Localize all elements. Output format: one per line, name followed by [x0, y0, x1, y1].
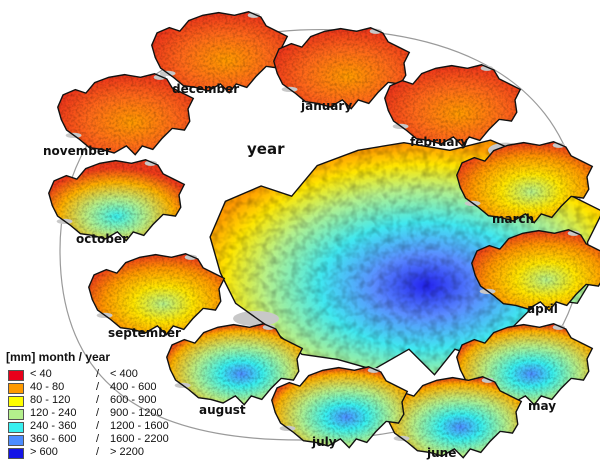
- year-label: year: [247, 140, 285, 158]
- lake-constance: [552, 324, 565, 330]
- legend-separator: /: [96, 446, 100, 458]
- label-april: april: [527, 302, 558, 316]
- legend-month-range: 360 - 600: [30, 433, 77, 445]
- legend-separator: /: [96, 381, 100, 393]
- legend-year-range: 900 - 1200: [110, 407, 163, 419]
- lake-constance: [144, 160, 157, 166]
- lake-constance: [153, 74, 166, 80]
- legend-month-range: 240 - 360: [30, 420, 77, 432]
- legend-separator: /: [96, 368, 100, 380]
- legend-title: [mm] month / year: [6, 350, 111, 364]
- legend-month-range: 80 - 120: [30, 394, 71, 406]
- lake-constance: [567, 230, 580, 236]
- lake-constance: [247, 12, 260, 18]
- legend-row: 40 - 80 / 400 - 600: [6, 381, 176, 394]
- legend-swatch: [8, 448, 24, 459]
- lake-constance: [367, 367, 380, 373]
- legend-year-range: > 2200: [110, 446, 144, 458]
- legend-swatch: [8, 409, 24, 420]
- legend: [mm] month / year < 40 / < 400 40 - 80 / 400 …: [6, 350, 176, 459]
- legend-row: 80 - 120 / 600 - 900: [6, 394, 176, 407]
- legend-year-range: < 400: [110, 368, 138, 380]
- label-february: february: [410, 135, 469, 149]
- label-march: march: [492, 212, 535, 226]
- legend-row: 120 - 240 / 900 - 1200: [6, 407, 176, 420]
- legend-rows: < 40 / < 400 40 - 80 / 400 - 600 80 - 120 / 600 …: [6, 368, 176, 459]
- legend-swatch: [8, 383, 24, 394]
- lake-constance: [481, 377, 494, 383]
- label-october: october: [76, 232, 128, 246]
- legend-row: 360 - 600 / 1600 - 2200: [6, 433, 176, 446]
- label-june: june: [427, 446, 457, 460]
- legend-year-range: 400 - 600: [110, 381, 157, 393]
- legend-swatch: [8, 435, 24, 446]
- label-may: may: [528, 399, 557, 413]
- legend-year-range: 1600 - 2200: [110, 433, 169, 445]
- legend-month-range: 40 - 80: [30, 381, 65, 393]
- label-december: december: [172, 82, 240, 96]
- legend-row: > 600 / > 2200: [6, 446, 176, 459]
- label-november: november: [43, 144, 111, 158]
- legend-separator: /: [96, 433, 100, 445]
- legend-month-range: 120 - 240: [30, 407, 77, 419]
- lake-constance: [262, 324, 275, 330]
- legend-separator: /: [96, 420, 100, 432]
- label-january: january: [301, 99, 353, 113]
- lake-constance: [480, 65, 493, 71]
- lake-constance: [552, 142, 565, 148]
- legend-separator: /: [96, 394, 100, 406]
- label-september: september: [108, 326, 181, 340]
- label-august: august: [199, 403, 246, 417]
- legend-month-range: > 600: [30, 446, 58, 458]
- legend-year-range: 1200 - 1600: [110, 420, 169, 432]
- legend-row: < 40 / < 400: [6, 368, 176, 381]
- legend-swatch: [8, 422, 24, 433]
- lake-constance: [184, 254, 197, 260]
- legend-year-range: 600 - 900: [110, 394, 157, 406]
- legend-row: 240 - 360 / 1200 - 1600: [6, 420, 176, 433]
- lake-constance: [369, 28, 382, 34]
- legend-swatch: [8, 370, 24, 381]
- legend-separator: /: [96, 407, 100, 419]
- label-july: july: [312, 435, 337, 449]
- legend-swatch: [8, 396, 24, 407]
- legend-month-range: < 40: [30, 368, 52, 380]
